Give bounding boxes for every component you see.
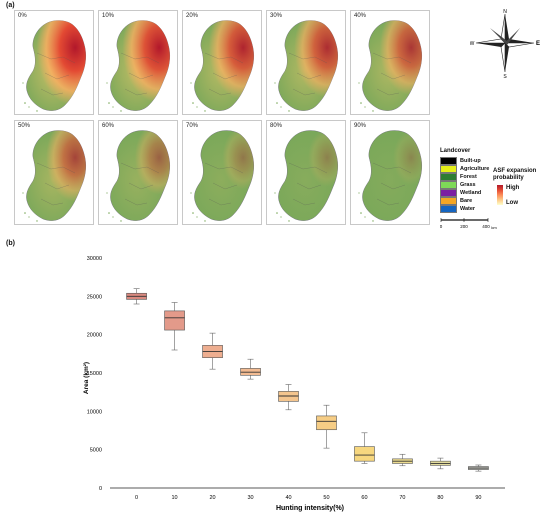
landcover-item: Grass	[440, 180, 476, 189]
panel-a-label: (a)	[6, 2, 15, 9]
landcover-label: Wetland	[460, 189, 482, 196]
x-tick-label: 60	[361, 495, 367, 501]
scale-tick-1: 200	[460, 224, 468, 229]
landcover-item: Bare	[440, 196, 473, 205]
map-panel-4: 40%	[350, 10, 430, 115]
map-pct-label: 40%	[354, 13, 367, 19]
landcover-title: Landcover	[440, 148, 471, 154]
landcover-label: Water	[460, 205, 476, 212]
map-panel-3: 30%	[266, 10, 346, 115]
map-pct-label: 0%	[18, 13, 27, 19]
map-pct-label: 50%	[18, 123, 31, 129]
map-panel-1: 10%	[98, 10, 178, 115]
x-tick-label: 40	[285, 495, 291, 501]
y-tick-label: 15000	[87, 371, 102, 377]
y-tick-label: 5000	[90, 448, 102, 454]
x-tick-label: 30	[247, 495, 253, 501]
y-tick-label: 30000	[87, 256, 102, 262]
scale-bar: 0 200 400 km	[440, 218, 500, 232]
landcover-label: Built-up	[460, 157, 481, 164]
box-50	[316, 404, 337, 449]
asf-high-label: High	[506, 185, 520, 191]
compass-rose-icon: N S E W	[470, 8, 540, 80]
panel-b-label: (b)	[6, 240, 15, 247]
landcover-swatch	[440, 204, 457, 213]
scale-tick-2: 400	[482, 224, 490, 229]
landcover-swatch	[440, 180, 457, 189]
landcover-item: Agriculture	[440, 164, 490, 173]
landcover-item: Built-up	[440, 156, 481, 165]
map-pct-label: 10%	[102, 13, 115, 19]
x-tick-label: 90	[475, 495, 481, 501]
map-panel-0: 0%	[14, 10, 94, 115]
landcover-item: Forest	[440, 172, 477, 181]
x-tick-label: 20	[209, 495, 215, 501]
map-pct-label: 90%	[354, 123, 367, 129]
landcover-label: Forest	[460, 173, 477, 180]
landcover-swatch	[440, 164, 457, 173]
landcover-label: Bare	[460, 197, 473, 204]
box-80	[430, 457, 451, 470]
landcover-label: Agriculture	[460, 165, 490, 172]
landcover-swatch	[440, 196, 457, 205]
map-pct-label: 80%	[270, 123, 283, 129]
map-panel-9: 90%	[350, 120, 430, 225]
y-axis-label: Area (km²)	[83, 362, 90, 394]
landcover-item: Water	[440, 204, 476, 213]
compass-s: S	[503, 74, 507, 78]
box-70	[392, 453, 413, 467]
map-panel-8: 80%	[266, 120, 346, 225]
compass-e: E	[536, 41, 540, 47]
map-pct-label: 60%	[102, 123, 115, 129]
map-panel-7: 70%	[182, 120, 262, 225]
asf-low-label: Low	[506, 200, 518, 206]
boxplot-chart: 0 5000 10000 15000 20000 25000 30000 0 10 20 30 40 5…	[80, 248, 510, 518]
box-20	[202, 332, 223, 370]
box-90	[468, 464, 489, 472]
box-0	[126, 288, 147, 305]
x-tick-label: 70	[399, 495, 405, 501]
compass-n: N	[503, 9, 507, 15]
map-pct-label: 20%	[186, 13, 199, 19]
box-30	[240, 358, 261, 380]
y-tick-label: 25000	[87, 294, 102, 300]
x-tick-label: 50	[323, 495, 329, 501]
x-axis-label: Hunting intensity(%)	[276, 505, 344, 512]
asf-color-ramp	[497, 185, 503, 205]
box-40	[278, 384, 299, 411]
map-panel-2: 20%	[182, 10, 262, 115]
map-pct-label: 30%	[270, 13, 283, 19]
map-grid: 0% 10% 20% 30% 40% 50% 60% 70% 80% 90%	[14, 10, 434, 235]
x-tick-label: 0	[135, 495, 138, 501]
box-body	[164, 310, 185, 331]
box-body	[354, 446, 375, 462]
map-panel-5: 50%	[14, 120, 94, 225]
x-tick-label: 10	[172, 495, 178, 501]
map-panel-6: 60%	[98, 120, 178, 225]
map-pct-label: 70%	[186, 123, 199, 129]
y-tick-label: 20000	[87, 333, 102, 339]
y-tick-label: 0	[99, 486, 102, 492]
scale-tick-0: 0	[440, 224, 443, 229]
scale-unit: km	[491, 225, 497, 230]
box-10	[164, 302, 185, 351]
box-body	[316, 415, 337, 431]
compass-w: W	[470, 41, 475, 47]
x-tick-label: 80	[437, 495, 443, 501]
landcover-swatch	[440, 172, 457, 181]
landcover-label: Grass	[460, 181, 476, 188]
landcover-swatch	[440, 156, 457, 165]
landcover-item: Wetland	[440, 188, 482, 197]
landcover-swatch	[440, 188, 457, 197]
map-legend: Landcover Built-up Agriculture Forest Grass…	[440, 148, 548, 232]
asf-legend-title: ASF expansion probability	[493, 168, 537, 181]
box-60	[354, 432, 375, 464]
y-tick-label: 10000	[87, 409, 102, 415]
